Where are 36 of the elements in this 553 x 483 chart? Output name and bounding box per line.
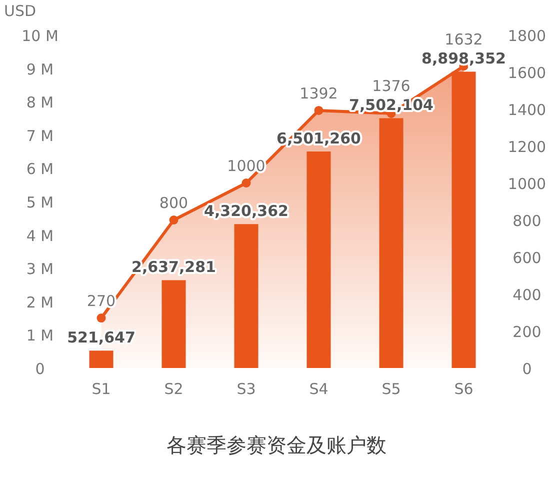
data-label: 1376 [372,77,410,96]
data-label: 8,898,352 [422,50,506,68]
x-tick-label: S4 [309,380,328,398]
y2-tick-label: 1600 [508,64,546,82]
y-tick-label: 3 M [26,260,54,278]
data-label: 4,320,362 [204,202,288,220]
x-tick-label: S5 [382,380,401,398]
y-tick-label: 7 M [26,126,54,145]
data-label: 1392 [300,84,338,102]
y-tick-label: 10 M [22,27,58,45]
y2-tick-label: 200 [512,323,542,341]
y-tick-label: 5 M [26,194,54,212]
y2-tick-label: 800 [512,212,542,230]
y-axis-title: USD [4,2,36,20]
y-tick-label: 1 M [26,326,54,345]
y2-tick-label: 0 [522,360,532,378]
text: 各赛季参赛资金及账户数 [166,433,386,457]
x-tick-label: S2 [164,380,184,398]
data-label: 1632 [444,30,483,49]
y2-tick-label: 400 [512,286,542,304]
y2-tick-label: 1200 [508,138,546,156]
y-tick-label: 0 [35,360,45,378]
y2-tick-label: 600 [512,249,542,267]
y2-tick-label: 1800 [508,27,546,45]
y-tick-label: 9 M [26,60,54,78]
y-tick-label: 2 M [26,293,54,312]
y2-tick-label: 1400 [508,101,546,119]
x-tick-label: S3 [236,380,256,398]
y-tick-label: 6 M [26,160,54,178]
data-label: 800 [159,194,188,212]
x-tick-label: S1 [92,380,111,398]
data-label: 521,647 [67,328,136,347]
y2-tick-label: 1000 [508,175,546,193]
y-tick-label: 4 M [26,226,54,245]
y-tick-label: 8 M [26,94,54,112]
x-tick-label: S6 [454,380,474,398]
